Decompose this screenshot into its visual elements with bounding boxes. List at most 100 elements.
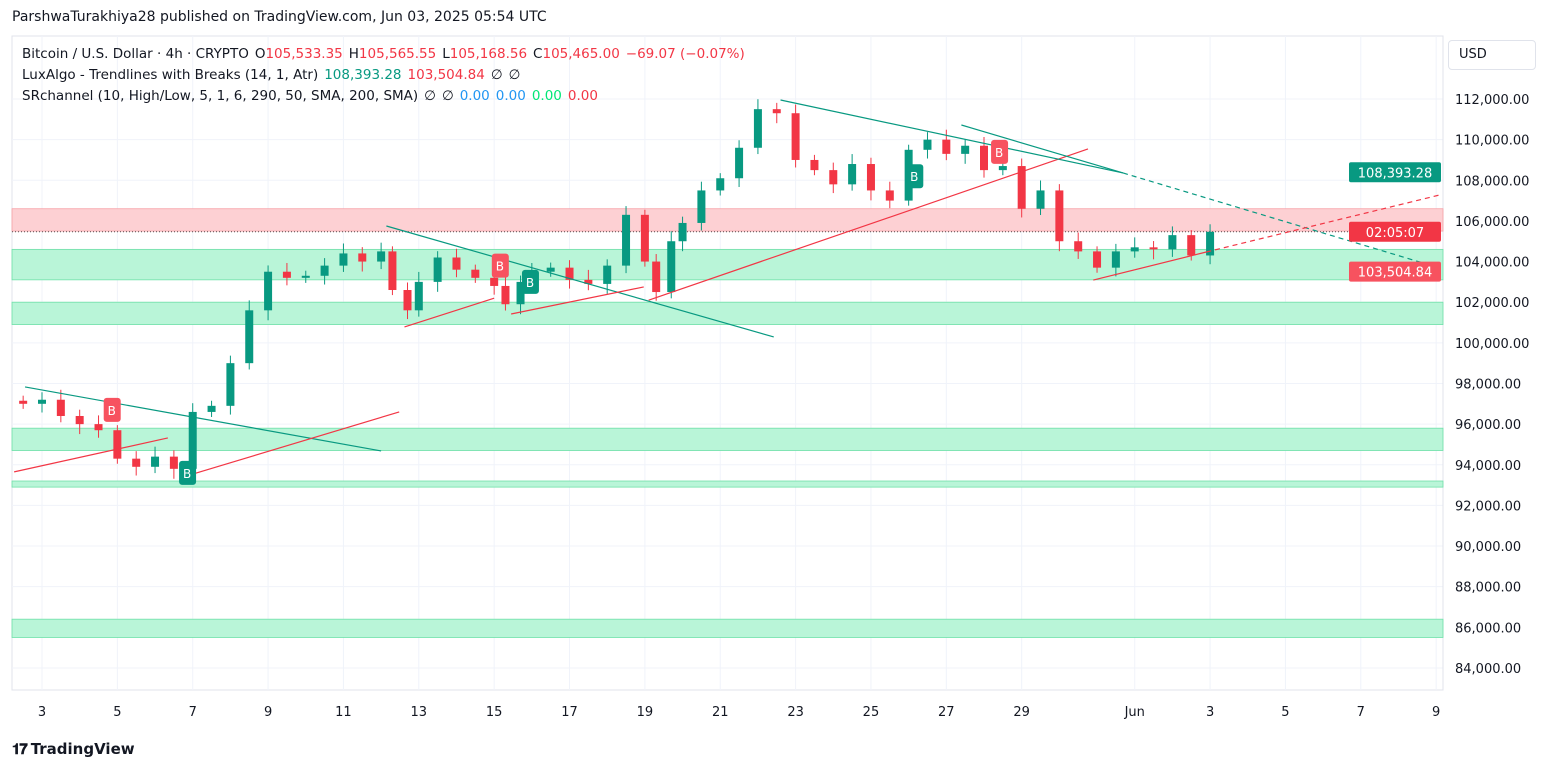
candle-body xyxy=(923,139,932,150)
candle-body xyxy=(188,411,197,469)
candle-body xyxy=(980,145,988,171)
indicator-value: 0.00 xyxy=(495,88,526,104)
support-zone xyxy=(11,618,1444,638)
candle-body xyxy=(516,281,525,305)
support-zone xyxy=(11,480,1444,488)
indicator-title[interactable]: LuxAlgo - Trendlines with Breaks (14, 1,… xyxy=(22,67,319,83)
support-zone xyxy=(11,248,1444,281)
candle-body xyxy=(113,430,122,459)
candle-body xyxy=(282,271,291,278)
open-value: 105,533.35 xyxy=(265,46,343,62)
break-marker xyxy=(179,460,197,485)
candle-body xyxy=(1055,190,1064,242)
candle-body xyxy=(94,424,103,431)
trendline xyxy=(648,148,1089,301)
candle-body xyxy=(791,113,800,160)
candle-body xyxy=(640,214,649,262)
candle-body xyxy=(471,269,480,278)
chart-legend: Bitcoin / U.S. Dollar · 4h · CRYPTO O105,… xyxy=(22,44,751,107)
candle-body xyxy=(735,147,744,179)
indicator-legend-row: SRchannel (10, High/Low, 5, 1, 6, 290, 5… xyxy=(22,86,751,107)
x-tick-label: 27 xyxy=(938,705,955,720)
candle-body xyxy=(403,290,412,311)
y-tick-label: 110,000.00 xyxy=(1455,134,1529,149)
close-label: C xyxy=(533,46,543,62)
candle-body xyxy=(848,164,857,185)
trendline xyxy=(1206,194,1441,253)
footer-brand[interactable]: 𝟏𝟕 TradingView xyxy=(12,740,135,758)
y-tick-label: 88,000.00 xyxy=(1455,581,1521,596)
indicator-title[interactable]: SRchannel (10, High/Low, 5, 1, 6, 290, 5… xyxy=(22,88,419,104)
y-tick-label: 84,000.00 xyxy=(1455,662,1521,677)
close-value: 105,465.00 xyxy=(542,46,620,62)
break-marker-label: B xyxy=(526,276,534,290)
candle-body xyxy=(490,277,499,286)
y-tick-label: 108,000.00 xyxy=(1455,174,1529,189)
indicator-value: ∅ xyxy=(424,88,436,104)
break-marker xyxy=(103,397,121,422)
candle-body xyxy=(584,279,593,284)
candle-body xyxy=(207,405,216,412)
candle-body xyxy=(1111,251,1120,268)
candle-body xyxy=(1036,190,1045,209)
candle-body xyxy=(678,222,687,242)
candle-body xyxy=(151,456,160,467)
candle-body xyxy=(667,241,676,293)
y-tick-label: 98,000.00 xyxy=(1455,377,1521,392)
candle-body xyxy=(622,214,631,266)
plot-frame xyxy=(11,35,1444,691)
x-tick-label: 17 xyxy=(561,705,578,720)
currency-button[interactable]: USD xyxy=(1448,40,1536,70)
trendline xyxy=(961,124,1124,174)
candle-body xyxy=(697,190,706,223)
x-tick-label: 15 xyxy=(486,705,503,720)
publisher-line: ParshwaTurakhiya28 published on TradingV… xyxy=(12,9,547,25)
trendline xyxy=(1093,251,1207,281)
indicator-value: ∅ xyxy=(490,67,503,83)
candle-body xyxy=(942,139,951,154)
break-marker-label: B xyxy=(910,170,918,184)
price-axis-label-text: 02:05:07 xyxy=(1366,226,1424,241)
symbol-title[interactable]: Bitcoin / U.S. Dollar · 4h · CRYPTO xyxy=(22,46,249,62)
candle-body xyxy=(320,265,329,276)
x-tick-label: 3 xyxy=(38,705,46,720)
price-axis-label-text: 103,504.84 xyxy=(1358,266,1432,281)
footer-brand-text: TradingView xyxy=(30,740,135,758)
break-marker-label: B xyxy=(183,467,191,481)
candle-body xyxy=(501,285,510,305)
price-axis-label xyxy=(1349,261,1441,282)
x-tick-label: 9 xyxy=(264,705,272,720)
candle-body xyxy=(75,415,84,425)
candle-body xyxy=(1206,231,1215,256)
candle-body xyxy=(716,178,725,191)
low-value: 105,168.56 xyxy=(449,46,528,62)
indicator-value: 108,393.28 xyxy=(324,67,402,83)
indicator-value: 0.00 xyxy=(459,88,490,104)
x-tick-label: 3 xyxy=(1206,705,1214,720)
x-tick-label: 5 xyxy=(1281,705,1289,720)
x-tick-label: 21 xyxy=(712,705,729,720)
resistance-zone xyxy=(11,208,1444,232)
x-tick-label: Jun xyxy=(1124,705,1145,720)
candle-body xyxy=(961,145,970,154)
indicator-value: ∅ xyxy=(508,67,521,83)
low-label: L xyxy=(442,46,450,62)
y-tick-label: 100,000.00 xyxy=(1455,337,1529,352)
candle-body xyxy=(245,310,254,364)
trendline xyxy=(13,437,168,473)
candle-body xyxy=(998,166,1007,171)
support-zone xyxy=(11,301,1444,325)
candle-body xyxy=(452,257,461,270)
break-marker-label: B xyxy=(108,404,116,418)
candle-body xyxy=(1074,241,1083,252)
candle-body xyxy=(885,190,894,201)
candle-body xyxy=(1168,235,1177,250)
candle-body xyxy=(264,271,273,311)
candle-body xyxy=(301,275,310,278)
y-tick-label: 86,000.00 xyxy=(1455,621,1521,636)
x-tick-label: 11 xyxy=(335,705,352,720)
indicator-value: 0.00 xyxy=(567,88,598,104)
candle-body xyxy=(565,267,574,280)
break-marker-label: B xyxy=(995,146,1003,160)
